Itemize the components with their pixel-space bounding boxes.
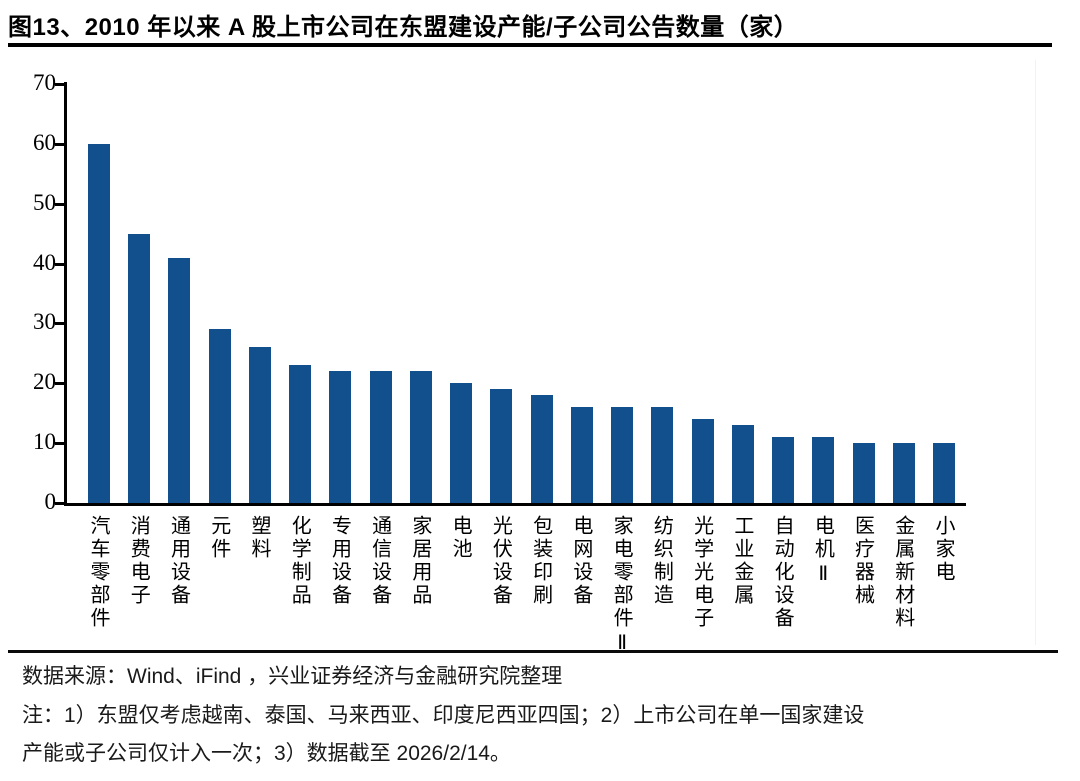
x-axis-label: 家居用品 <box>408 515 431 607</box>
x-axis-label: 通用设备 <box>167 515 190 607</box>
x-axis-label: 家电零部件Ⅱ <box>610 515 633 657</box>
bar <box>168 257 191 503</box>
y-tick-label: 20 <box>33 369 56 395</box>
bar <box>369 371 392 503</box>
bar <box>852 443 875 503</box>
y-axis-tick <box>55 442 64 446</box>
figure-title: 图13、2010 年以来 A 股上市公司在东盟建设产能/子公司公告数量（家） <box>8 14 799 41</box>
y-axis-tick <box>55 502 64 505</box>
y-axis-tick <box>55 382 64 386</box>
x-axis-label: 电池 <box>449 515 472 561</box>
bar <box>691 419 714 503</box>
bar <box>812 437 835 503</box>
x-axis-label: 塑料 <box>247 515 270 561</box>
bar <box>731 425 754 503</box>
y-tick-label: 70 <box>33 70 56 95</box>
y-axis-tick <box>55 322 64 326</box>
bar <box>88 143 110 503</box>
y-tick-label: 50 <box>33 189 56 215</box>
x-axis-label: 通信设备 <box>368 515 391 607</box>
bar <box>772 437 795 503</box>
bar <box>530 395 553 503</box>
note-line: 产能或子公司仅计入一次；3）数据截至 2026/2/14。 <box>22 742 511 765</box>
notes-block: 注：1）东盟仅考虑越南、泰国、马来西亚、印度尼西亚四国；2）上市公司在单一国家建… <box>22 697 864 773</box>
y-tick-label: 40 <box>33 249 56 275</box>
bar <box>409 371 432 503</box>
y-tick-label: 0 <box>44 489 57 514</box>
y-axis-line <box>64 82 67 506</box>
x-axis-label: 化学制品 <box>288 515 311 607</box>
x-axis-label: 电网设备 <box>569 515 592 607</box>
source-text: 数据来源：Wind、iFind ，兴业证券经济与金融研究院整理 <box>22 665 563 688</box>
bar <box>570 407 593 503</box>
chart-card-edge <box>1035 60 1036 645</box>
bar <box>651 407 674 503</box>
y-axis-tick <box>55 83 64 86</box>
x-axis-label: 纺织制造 <box>650 515 673 607</box>
y-tick-label: 10 <box>33 429 56 455</box>
title-rule <box>8 43 1052 47</box>
bar <box>892 443 915 503</box>
x-axis-label: 小家电 <box>932 515 955 584</box>
x-axis-line <box>64 503 966 506</box>
y-tick-label: 30 <box>33 309 56 335</box>
x-axis-label: 工业金属 <box>730 515 753 607</box>
x-axis-label: 专用设备 <box>328 515 351 607</box>
x-axis-label: 元件 <box>207 515 230 561</box>
y-tick-label: 60 <box>33 129 56 155</box>
note-line: 注：1）东盟仅考虑越南、泰国、马来西亚、印度尼西亚四国；2）上市公司在单一国家建… <box>22 704 865 727</box>
bar <box>248 347 271 503</box>
bar <box>611 407 634 503</box>
bar <box>490 389 513 503</box>
x-axis-label: 汽车零部件 <box>87 515 109 630</box>
bar <box>289 365 312 503</box>
bar <box>933 443 956 503</box>
y-axis-tick <box>55 142 64 146</box>
x-axis-label: 光伏设备 <box>489 515 512 607</box>
x-axis-label: 医疗器械 <box>851 515 874 607</box>
y-axis-tick <box>55 202 64 206</box>
bar <box>450 383 473 503</box>
bar-chart: 0 10 20 30 40 50 60 70 汽车零部件 消费电子 通用设备 元件 塑料 化学制品 专用设备… <box>0 56 1080 657</box>
x-axis-label: 光学光电子 <box>690 515 713 630</box>
x-axis-label: 自动化设备 <box>771 515 794 630</box>
bar <box>128 233 151 503</box>
y-axis-tick <box>55 262 64 266</box>
bar <box>329 371 352 503</box>
x-axis-label: 消费电子 <box>127 515 150 607</box>
x-axis-label: 金属新材料 <box>891 515 914 630</box>
footer-separator <box>8 650 1058 653</box>
bar <box>208 329 231 503</box>
x-axis-label: 包装印刷 <box>529 515 552 607</box>
x-axis-label: 电机Ⅱ <box>811 515 834 588</box>
